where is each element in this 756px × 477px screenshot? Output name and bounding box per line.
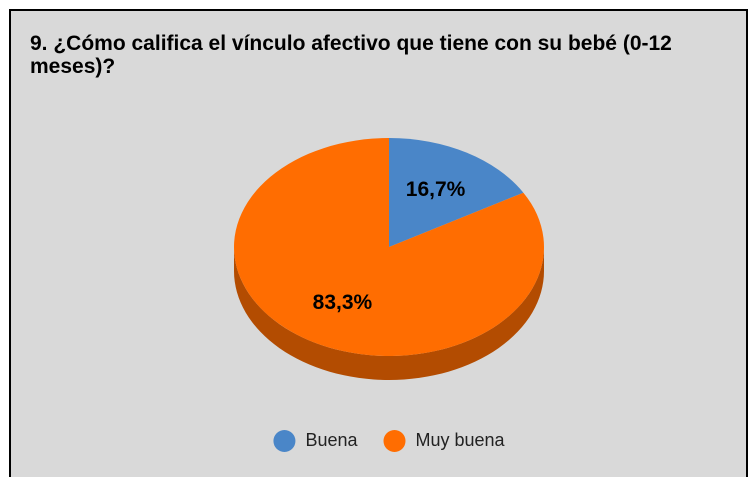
chart-title: 9. ¿Cómo califica el vínculo afectivo qu…: [30, 32, 672, 78]
slice-side: [234, 247, 544, 380]
slice: [389, 138, 524, 247]
data-label: 16,7%: [406, 178, 466, 201]
legend-marker: [273, 430, 296, 452]
legend-marker: [383, 430, 406, 452]
data-label: 83,3%: [313, 291, 373, 314]
chart-border: [9, 9, 748, 477]
legend-label: Buena: [305, 430, 358, 450]
legend-label: Muy buena: [416, 430, 506, 450]
slice: [233, 138, 544, 356]
